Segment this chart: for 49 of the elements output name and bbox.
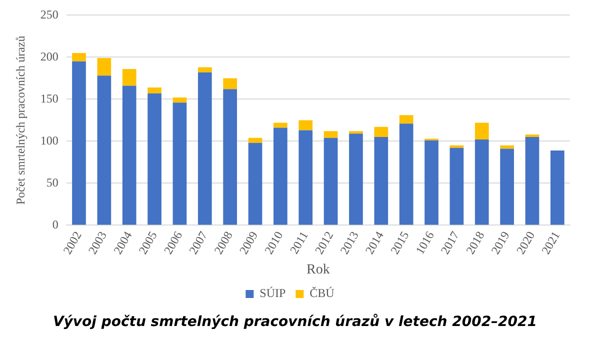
- bar: [72, 53, 86, 62]
- bar: [122, 86, 136, 225]
- bar: [450, 145, 464, 148]
- text: Vývoj počtu smrtelných pracovních úrazů v letech 2002–2021: [52, 314, 538, 330]
- bar: [500, 148, 514, 225]
- bar: [148, 93, 162, 225]
- bar: [298, 130, 313, 225]
- bar: [500, 145, 514, 149]
- bar: [248, 138, 262, 143]
- y-tick-label: 250: [40, 7, 58, 22]
- legend-label: ČBÚ: [310, 286, 335, 300]
- y-tick-label: 50: [46, 175, 58, 190]
- bar: [424, 140, 438, 225]
- bar: [374, 126, 388, 138]
- bar: [450, 148, 464, 225]
- bar: [525, 137, 540, 225]
- bar: [97, 76, 112, 225]
- bar: [198, 72, 212, 225]
- bar: [122, 68, 136, 86]
- bar: [72, 61, 86, 225]
- bar: [349, 134, 363, 225]
- bar: [399, 124, 414, 225]
- bar: [349, 131, 363, 134]
- bar: [525, 134, 540, 138]
- bar: [324, 138, 338, 225]
- bar: [198, 67, 212, 72]
- bar: [223, 78, 237, 90]
- bar: [148, 87, 162, 94]
- bar: [399, 115, 414, 124]
- bar: [298, 120, 313, 130]
- bar: [172, 98, 187, 103]
- x-axis-title: Rok: [306, 262, 330, 278]
- y-tick-label: 0: [52, 217, 58, 232]
- bar: [324, 131, 338, 138]
- bar: [274, 128, 288, 225]
- bar: [97, 58, 112, 76]
- y-axis-title: Počet smrtelných pracovních úrazů: [13, 36, 28, 205]
- bar: [550, 150, 564, 225]
- y-tick-label: 150: [40, 91, 58, 106]
- legend-label: SÚIP: [260, 286, 286, 300]
- bar: [474, 140, 489, 225]
- bar: [172, 102, 187, 225]
- bar: [223, 89, 237, 225]
- y-tick-label: 100: [40, 133, 58, 148]
- bar: [474, 122, 489, 140]
- bar: [248, 142, 262, 225]
- y-tick-label: 200: [40, 49, 58, 64]
- bar: [274, 122, 288, 128]
- bar: [374, 137, 388, 225]
